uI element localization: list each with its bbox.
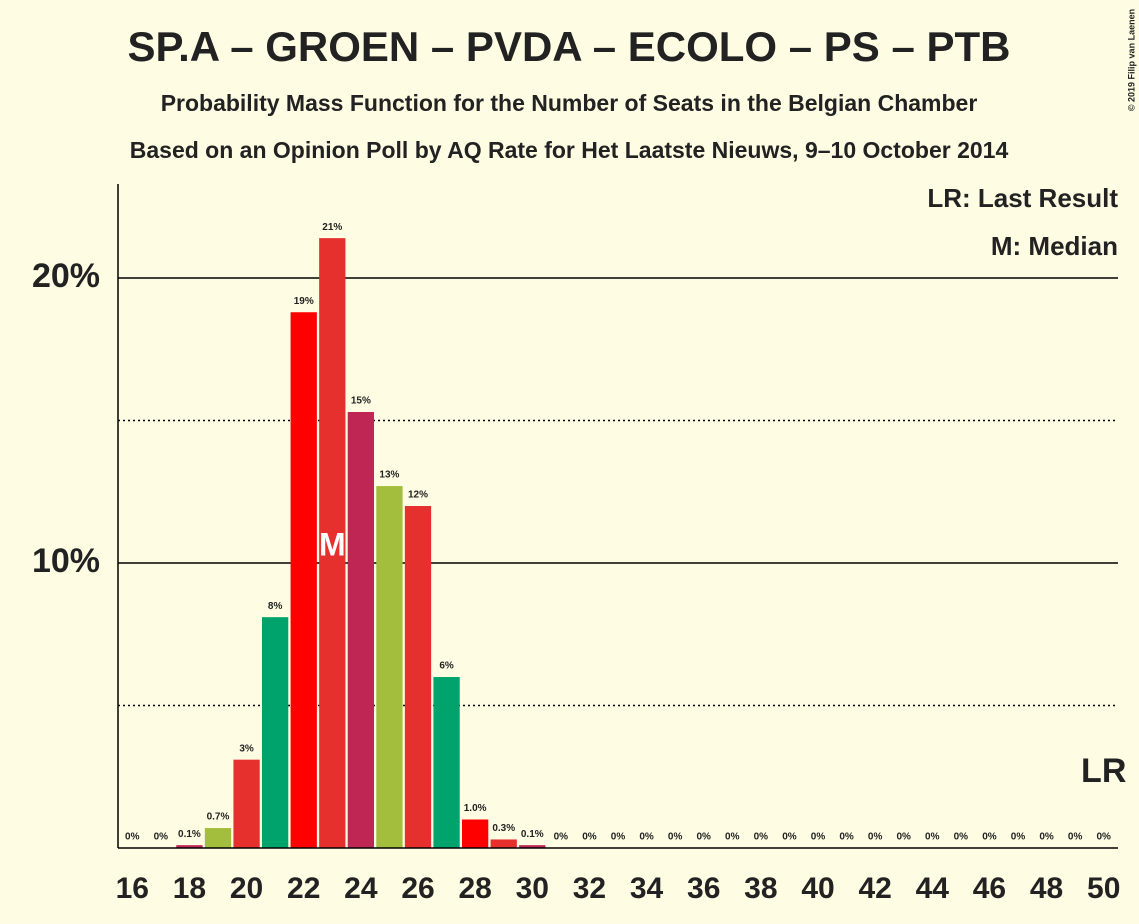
value-label: 6%: [439, 661, 454, 672]
value-label: 19%: [294, 296, 314, 307]
x-tick-label: 20: [230, 872, 263, 905]
value-label: 0%: [754, 832, 769, 843]
value-label: 0%: [1096, 832, 1111, 843]
value-label: 0%: [868, 832, 883, 843]
value-label: 21%: [322, 222, 342, 233]
value-label: 1.0%: [464, 803, 487, 814]
x-tick-label: 36: [687, 872, 720, 905]
value-label: 0%: [725, 832, 740, 843]
bar: [319, 238, 346, 848]
legend-entry: LR: Last Result: [927, 183, 1118, 213]
x-tick-label: 48: [1030, 872, 1063, 905]
value-label: 0%: [639, 832, 654, 843]
bar: [176, 845, 203, 848]
y-tick-label: 10%: [32, 542, 100, 580]
value-label: 0%: [668, 832, 683, 843]
value-label: 0%: [582, 832, 597, 843]
value-label: 15%: [351, 396, 371, 407]
copyright: © 2019 Filip van Laenen: [1126, 9, 1136, 111]
value-label: 0%: [1011, 832, 1026, 843]
x-tick-label: 18: [173, 872, 206, 905]
x-tick-label: 42: [858, 872, 891, 905]
x-tick-label: 50: [1087, 872, 1120, 905]
bar: [233, 759, 260, 848]
value-label: 0%: [839, 832, 854, 843]
legend-entry: M: Median: [991, 231, 1118, 261]
bar: [462, 819, 489, 848]
value-label: 0.1%: [521, 829, 544, 840]
x-tick-label: 16: [116, 872, 149, 905]
bar: [490, 839, 517, 848]
x-tick-label: 44: [916, 872, 950, 905]
value-label: 0%: [811, 832, 826, 843]
x-tick-label: 26: [401, 872, 434, 905]
value-label: 0%: [125, 832, 140, 843]
y-tick-label: 20%: [32, 257, 100, 295]
value-label: 3%: [239, 743, 254, 754]
bar: [433, 677, 460, 848]
value-label: 0.7%: [207, 812, 230, 823]
value-label: 0%: [954, 832, 969, 843]
value-label: 0%: [154, 832, 169, 843]
value-label: 0%: [982, 832, 997, 843]
value-label: 0%: [611, 832, 626, 843]
bar: [204, 828, 232, 848]
bar: [262, 617, 289, 848]
bar: [290, 312, 317, 848]
bar: [519, 845, 546, 848]
chart-subtitle: Based on an Opinion Poll by AQ Rate for …: [130, 137, 1009, 163]
x-tick-label: 30: [516, 872, 549, 905]
x-tick-label: 40: [801, 872, 834, 905]
x-tick-label: 24: [344, 872, 378, 905]
value-label: 0.1%: [178, 829, 201, 840]
value-label: 0.3%: [492, 823, 515, 834]
bar: [376, 486, 403, 848]
bar: [404, 506, 432, 848]
x-tick-label: 46: [973, 872, 1006, 905]
value-label: 0%: [782, 832, 797, 843]
value-label: 0%: [896, 832, 911, 843]
value-label: 0%: [554, 832, 569, 843]
x-tick-label: 34: [630, 872, 664, 905]
value-label: 0%: [1068, 832, 1083, 843]
x-tick-label: 22: [287, 872, 320, 905]
value-label: 8%: [268, 601, 283, 612]
bar: [347, 411, 374, 848]
last-result-marker: LR: [1081, 752, 1126, 790]
value-label: 0%: [1039, 832, 1054, 843]
x-tick-label: 38: [744, 872, 777, 905]
x-tick-label: 32: [573, 872, 606, 905]
chart-subtitle: Probability Mass Function for the Number…: [161, 90, 978, 116]
value-label: 0%: [696, 832, 711, 843]
median-marker: M: [319, 526, 346, 562]
value-label: 13%: [379, 470, 399, 481]
value-label: 12%: [408, 490, 428, 501]
value-label: 0%: [925, 832, 940, 843]
x-tick-label: 28: [458, 872, 491, 905]
chart-title: SP.A – GROEN – PVDA – ECOLO – PS – PTB: [127, 23, 1010, 70]
